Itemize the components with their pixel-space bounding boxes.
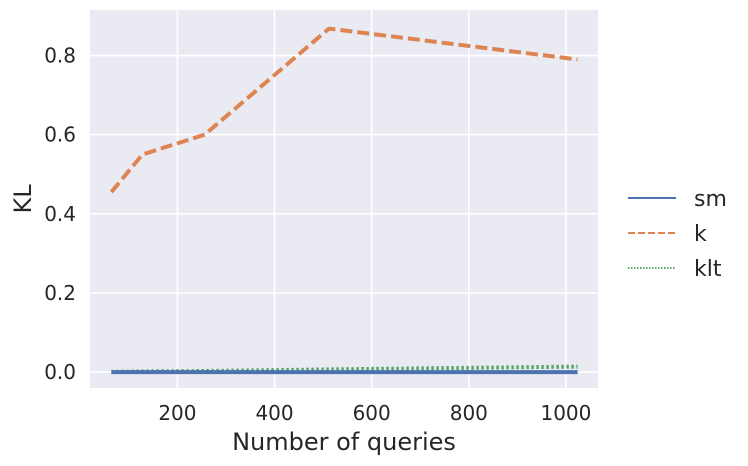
y-tick-label: 0.6 <box>44 123 76 147</box>
x-tick-label: 800 <box>450 401 488 425</box>
x-axis-label: Number of queries <box>232 428 456 456</box>
series-lines <box>109 26 578 375</box>
y-tick-labels: 0.0 0.2 0.4 0.6 0.8 <box>44 44 76 385</box>
plot-area <box>90 10 598 388</box>
legend: sm k klt <box>628 187 727 282</box>
y-tick-label: 0.4 <box>44 202 76 226</box>
y-tick-label: 0.2 <box>44 281 76 305</box>
y-tick-label: 0.8 <box>44 44 76 68</box>
legend-label-k: k <box>694 222 707 247</box>
x-tick-label: 200 <box>158 401 196 425</box>
series-line-k <box>109 26 578 194</box>
x-tick-label: 1000 <box>540 401 591 425</box>
legend-label-sm: sm <box>694 187 727 212</box>
y-axis-label: KL <box>9 184 37 214</box>
x-tick-label: 600 <box>353 401 391 425</box>
legend-label-klt: klt <box>694 257 722 282</box>
x-tick-labels: 200 400 600 800 1000 <box>158 401 591 425</box>
x-tick-label: 400 <box>255 401 293 425</box>
y-tick-label: 0.0 <box>44 360 76 384</box>
